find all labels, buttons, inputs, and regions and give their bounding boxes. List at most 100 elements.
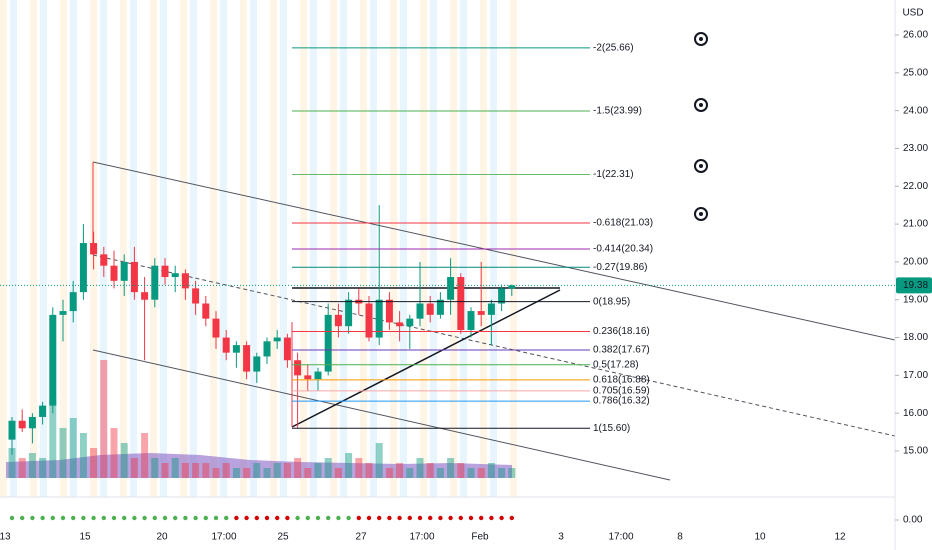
volume-bar [222, 463, 230, 478]
indicator-dot [30, 515, 35, 521]
candle-body [416, 303, 424, 319]
indicator-dot [122, 515, 127, 521]
x-tick-label: 27 [355, 532, 367, 543]
candle-body [181, 273, 189, 289]
volume-bar [375, 443, 383, 478]
session-stripe [400, 0, 407, 497]
fib-label: 0.786(16.32) [593, 396, 650, 407]
candle-body [263, 341, 271, 357]
indicator-dot [234, 515, 239, 521]
candle-body [171, 273, 179, 278]
indicator-dot [9, 515, 15, 521]
candle-body [304, 375, 312, 380]
candle-body [28, 416, 36, 429]
indicator-dot [326, 515, 331, 521]
candle-body [508, 285, 516, 289]
candle-body [130, 261, 138, 293]
candle-body [90, 243, 98, 255]
y-tick-label: 16.00 [903, 408, 928, 419]
x-tick-label: 25 [277, 532, 289, 543]
indicator-dot [479, 515, 484, 521]
y-tick-label: 23.00 [903, 143, 928, 154]
volume-bar [141, 433, 149, 478]
volume-bar [192, 463, 200, 478]
targets [694, 32, 708, 221]
fib-label: 0.382(17.67) [593, 345, 650, 356]
x-tick-label: 8 [677, 532, 683, 543]
volume-bar [345, 453, 353, 478]
volume-bar [355, 458, 363, 478]
candle-body [426, 303, 434, 315]
candle-body [334, 314, 342, 327]
fib-label: -0.27(19.86) [593, 262, 647, 273]
session-stripe [30, 0, 37, 497]
indicator-dot [193, 515, 198, 521]
volume-bar [283, 463, 291, 478]
candle-body [243, 345, 251, 372]
session-stripe [120, 0, 127, 497]
volume-bar [334, 468, 342, 478]
volume-bar [436, 468, 444, 478]
indicator-dot [387, 515, 392, 521]
session-stripe [0, 0, 7, 497]
candle-body [375, 299, 383, 338]
y-tick-label: 25.00 [903, 67, 928, 78]
fib-label: -0.618(21.03) [593, 218, 653, 229]
volume-bar [498, 468, 506, 478]
candle-body [436, 299, 444, 315]
volume-bar [171, 458, 179, 478]
volume-bar [426, 463, 434, 478]
indicator-tick-label: 0.00 [903, 515, 923, 526]
indicator-dot [254, 515, 259, 521]
volume-bar [151, 458, 159, 478]
volume-bar [365, 463, 373, 478]
indicator-dot [377, 515, 382, 521]
candle-body [385, 299, 393, 323]
candle-body [120, 261, 128, 281]
y-tick-label: 24.00 [903, 105, 928, 116]
triangle-support [291, 289, 561, 428]
candle-body [457, 277, 465, 330]
session-stripe [40, 0, 47, 497]
session-stripe [240, 0, 247, 497]
x-tick-label: 3 [558, 532, 564, 543]
x-tick-label: 15 [79, 532, 91, 543]
session-stripe [130, 0, 137, 497]
session-stripe [210, 0, 217, 497]
volume-bar [232, 468, 240, 478]
session-stripe [150, 0, 157, 497]
volume-bar [181, 463, 189, 478]
indicator-dot [101, 515, 107, 521]
indicator-dot [203, 515, 208, 521]
x-tick-label: 12 [834, 532, 846, 543]
y-tick-label: 26.00 [903, 30, 928, 41]
session-stripe [220, 0, 227, 497]
indicator-dot [468, 515, 474, 521]
candle-body [406, 318, 414, 327]
volume-bar [396, 463, 404, 478]
fib-label: 0.705(16.59) [593, 386, 650, 397]
volume-bar [202, 463, 210, 478]
candle-body [273, 337, 281, 342]
volume-bar [447, 458, 455, 478]
volume-bar [294, 458, 302, 478]
session-stripe [160, 0, 167, 497]
session-stripe [280, 0, 287, 497]
session-stripe [300, 0, 307, 497]
candle-body [151, 265, 159, 300]
volume-bar [477, 468, 485, 478]
fib-label: 0(18.95) [593, 296, 630, 307]
indicator-dot [264, 515, 270, 521]
volume-bar [100, 360, 108, 478]
candle-body [467, 311, 475, 330]
volume-bar [18, 458, 26, 478]
candle-body [49, 314, 57, 406]
indicator-dot [20, 515, 25, 521]
fib-label: -0.414(20.34) [593, 244, 653, 255]
currency: USD [902, 8, 923, 19]
candle-body [396, 322, 404, 327]
indicator-dot [132, 515, 137, 521]
volume-bar [130, 458, 138, 478]
candle-body [222, 337, 230, 353]
